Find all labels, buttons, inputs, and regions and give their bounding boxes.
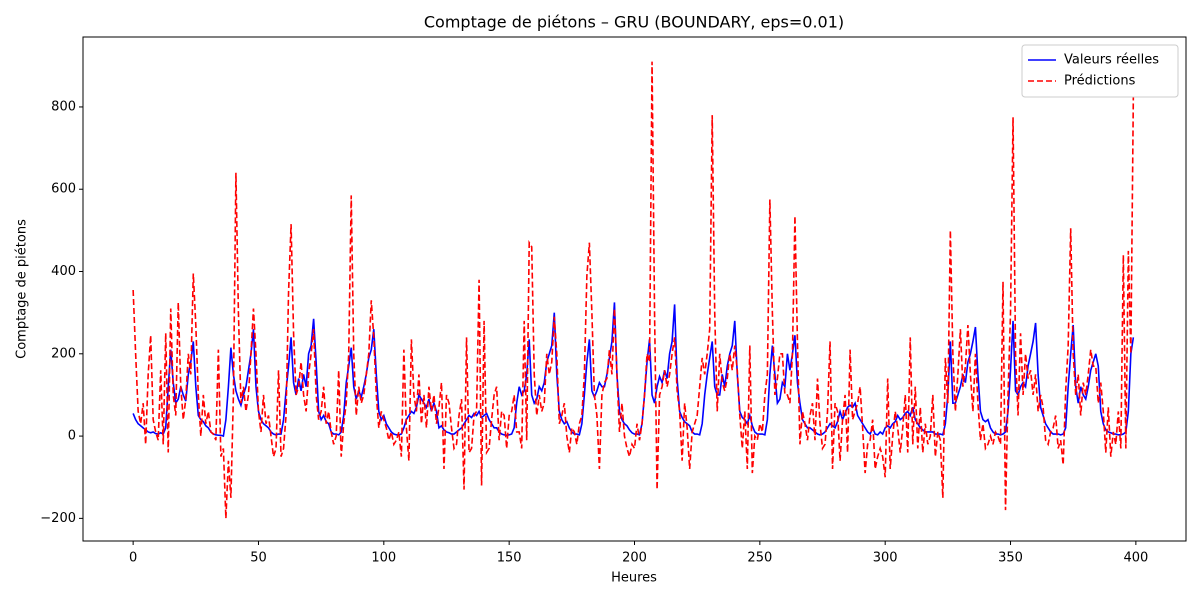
y-tick-label: 0 — [68, 429, 76, 444]
legend-label: Valeurs réelles — [1064, 53, 1159, 68]
y-axis-label: Comptage de piétons — [15, 219, 30, 359]
x-tick-label: 350 — [998, 551, 1023, 566]
chart-title: Comptage de piétons – GRU (BOUNDARY, eps… — [424, 13, 844, 32]
series-line — [132, 61, 1135, 519]
y-tick-label: 400 — [51, 264, 76, 279]
x-tick-label: 150 — [497, 551, 522, 566]
y-tick-label: −200 — [40, 511, 76, 526]
y-tick-label: 600 — [51, 182, 76, 197]
y-tick-label: 200 — [51, 346, 76, 361]
plot-frame — [82, 36, 1187, 542]
legend-label: Prédictions — [1064, 74, 1136, 89]
x-tick-label: 50 — [250, 551, 267, 566]
y-tick-label: 800 — [51, 99, 76, 114]
x-tick-label: 300 — [873, 551, 898, 566]
x-tick-label: 200 — [622, 551, 647, 566]
x-axis-label: Heures — [611, 571, 657, 586]
x-tick-label: 0 — [129, 551, 137, 566]
legend-box — [1021, 44, 1179, 98]
x-tick-label: 100 — [371, 551, 396, 566]
series-line — [132, 302, 1135, 438]
x-tick-label: 400 — [1123, 551, 1148, 566]
x-tick-label: 250 — [747, 551, 772, 566]
